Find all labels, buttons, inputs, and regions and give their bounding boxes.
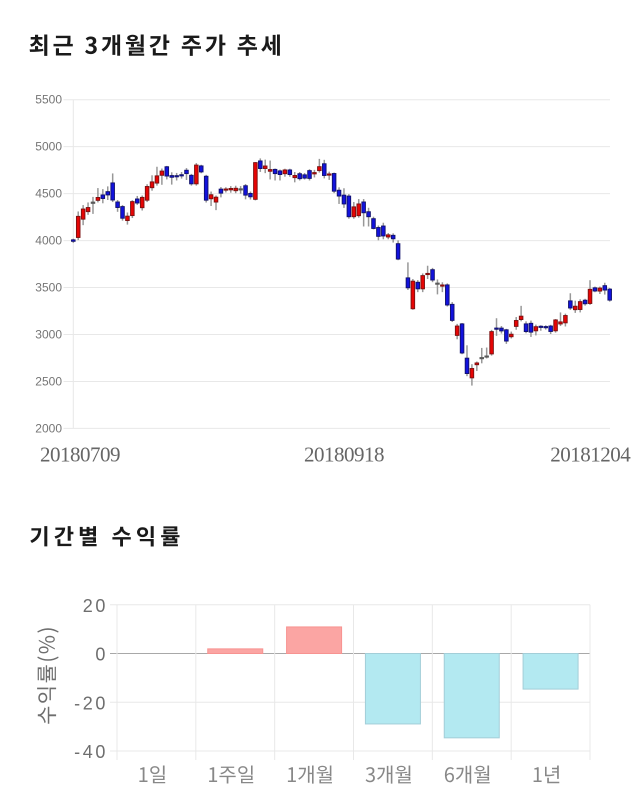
svg-text:5000: 5000 [35, 140, 62, 154]
svg-text:5500: 5500 [35, 93, 62, 107]
svg-text:-20: -20 [74, 693, 108, 713]
svg-text:4000: 4000 [35, 234, 62, 248]
svg-text:4500: 4500 [35, 187, 62, 201]
svg-text:0: 0 [95, 645, 108, 665]
svg-text:20: 20 [83, 596, 108, 616]
svg-text:2500: 2500 [35, 374, 62, 388]
svg-text:20180918: 20180918 [304, 443, 384, 467]
svg-text:20181204: 20181204 [550, 443, 631, 467]
svg-text:3000: 3000 [35, 327, 62, 341]
svg-text:20180709: 20180709 [40, 443, 120, 467]
svg-text:-40: -40 [74, 742, 108, 762]
svg-text:3500: 3500 [35, 281, 62, 295]
svg-text:2000: 2000 [35, 421, 62, 435]
